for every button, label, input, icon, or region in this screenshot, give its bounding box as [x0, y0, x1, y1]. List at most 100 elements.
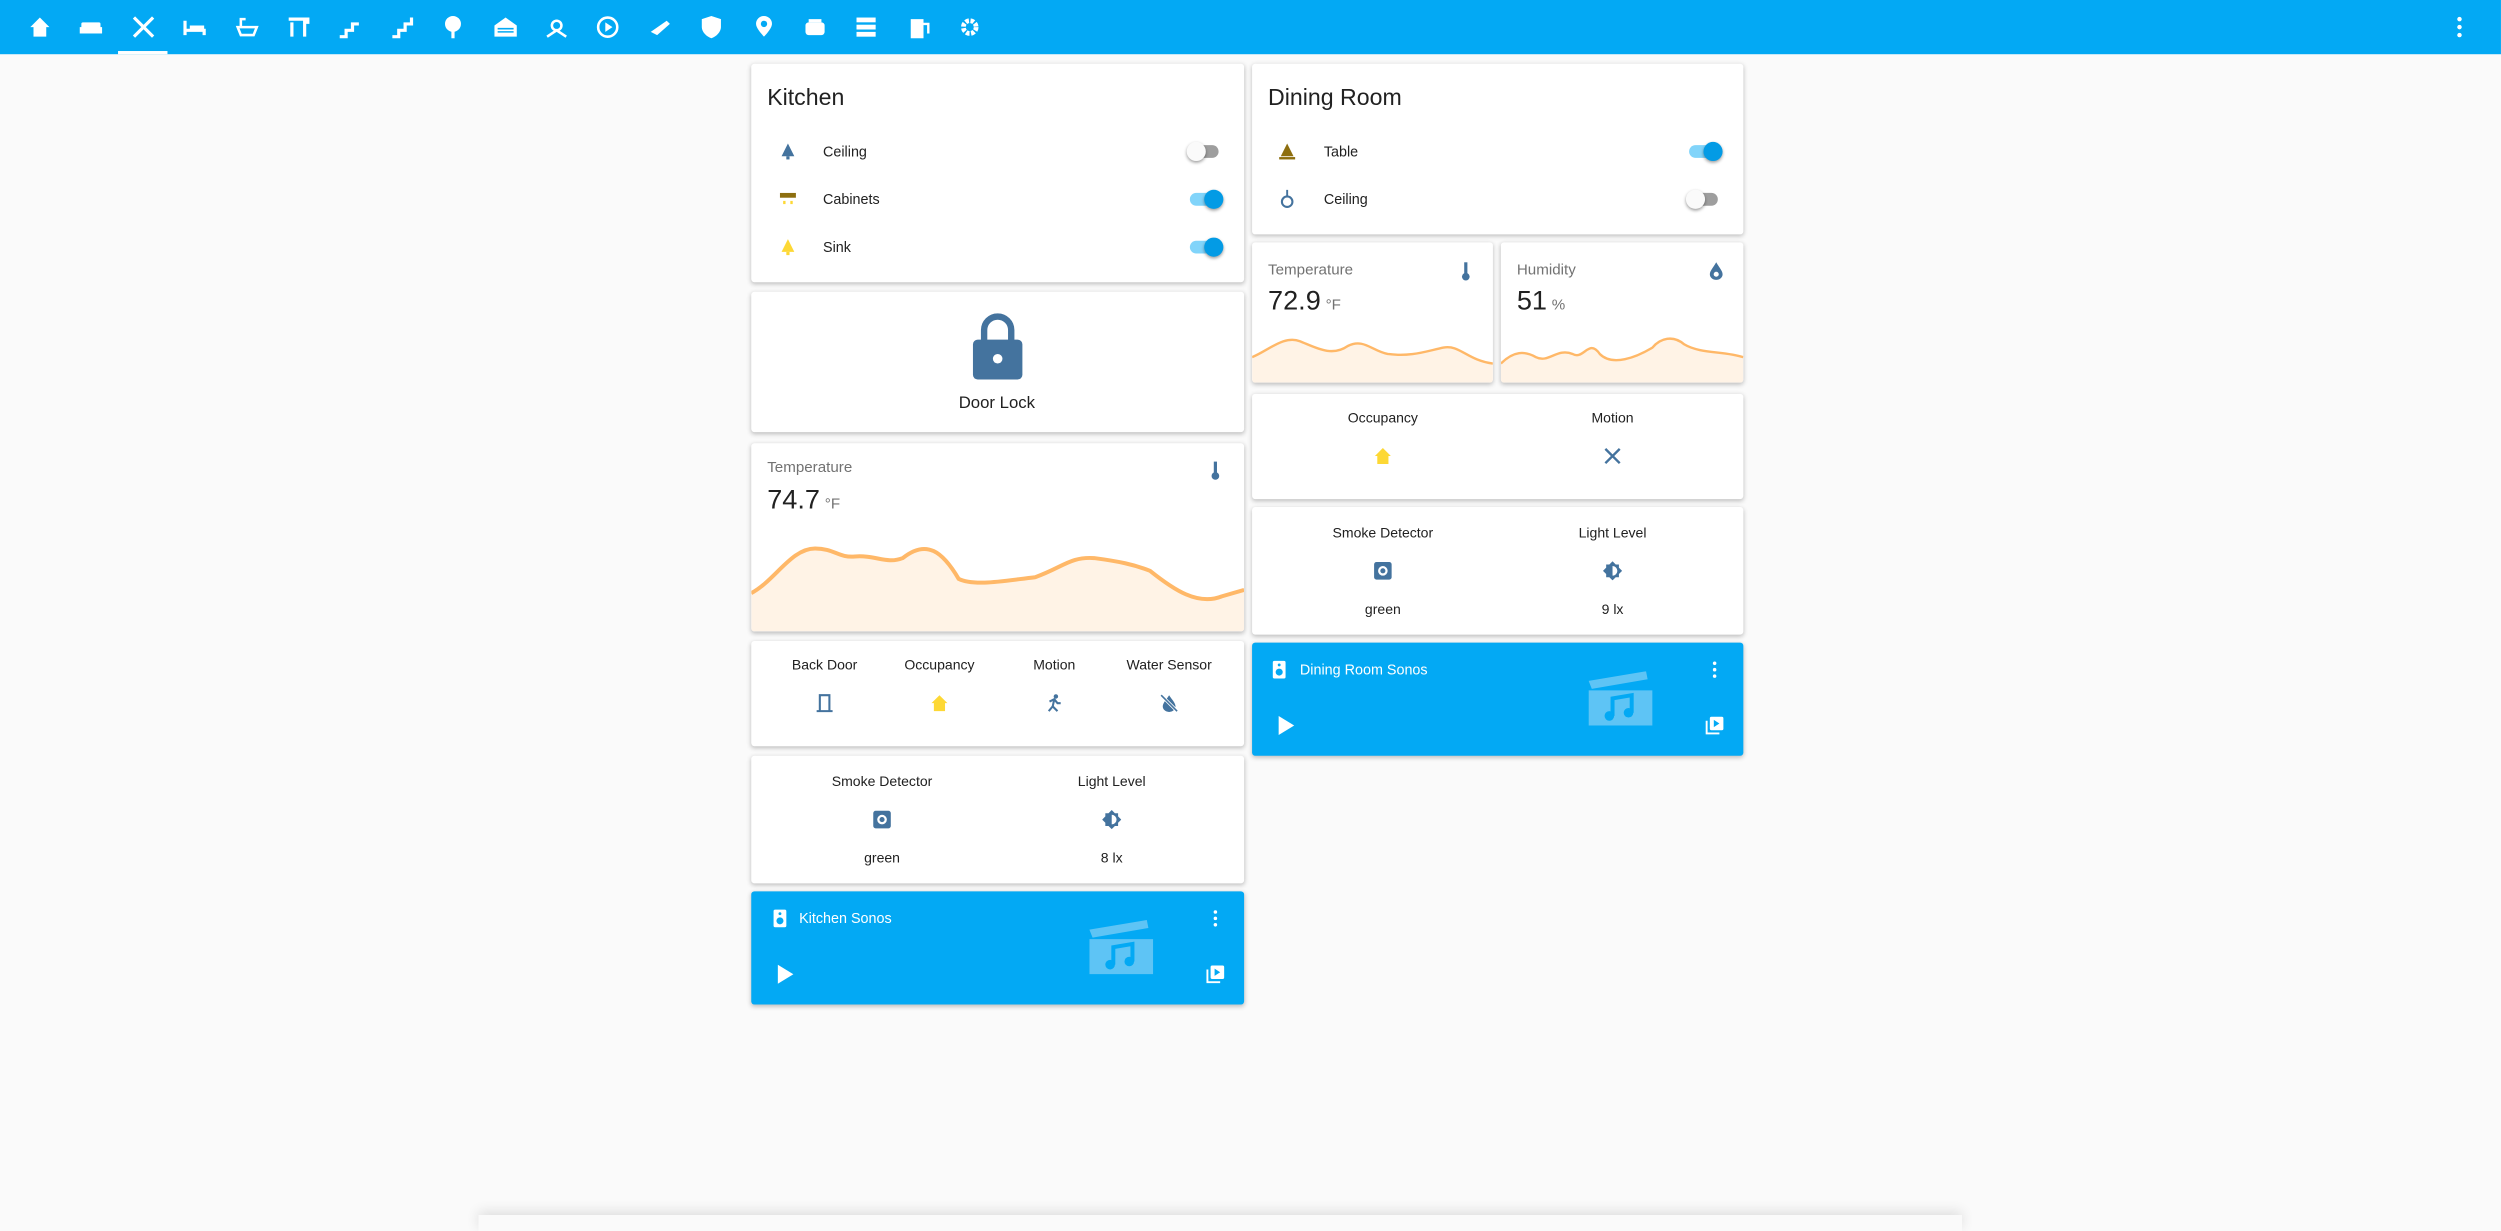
sensor-name: Temperature — [767, 459, 853, 477]
glance-card: Occupancy Motion — [1252, 393, 1744, 500]
glance-card: Smoke Detector Light Level green 9 lx — [1252, 507, 1744, 635]
card-title: Dining Room — [1268, 86, 1402, 112]
sensor-name: Smoke Detector — [831, 773, 933, 790]
motion-icon — [1047, 694, 1061, 712]
lock-icon — [972, 313, 1023, 380]
tab-icon[interactable] — [492, 14, 518, 40]
glance-name: Water Sensor — [1126, 656, 1212, 673]
sensor-value: 72.9 °F — [1268, 285, 1341, 317]
tab-icon[interactable] — [337, 14, 363, 40]
home-icon — [1374, 448, 1391, 464]
entity-name: Sink — [823, 239, 851, 256]
sensor-name: Light Level — [1578, 524, 1647, 541]
media-placeholder — [1588, 671, 1653, 726]
speaker-icon — [1272, 660, 1286, 679]
tab-icon[interactable] — [389, 14, 415, 40]
entity-name: Cabinets — [823, 191, 880, 208]
tab-icon[interactable] — [957, 14, 983, 40]
sparkline — [1252, 338, 1493, 383]
entities-card: Kitchen Ceiling Cabinets Sink — [751, 63, 1245, 283]
tab-icon[interactable] — [802, 14, 828, 40]
tab-icon[interactable] — [854, 14, 880, 40]
toggle[interactable] — [1187, 188, 1224, 210]
tab-icon[interactable] — [79, 14, 105, 40]
active-tab-indicator — [118, 51, 168, 55]
glance-name: Occupancy — [904, 656, 975, 673]
door-icon — [816, 694, 833, 713]
sensor-card: Temperature 72.9 °F — [1252, 242, 1493, 383]
play-button[interactable] — [774, 964, 795, 985]
tab-icon[interactable] — [286, 14, 312, 40]
glance-card: Smoke Detector Light Level green 8 lx — [751, 755, 1245, 884]
speaker-icon — [773, 909, 787, 928]
unit: % — [1551, 296, 1566, 315]
sensor-value: 51% — [1517, 285, 1565, 317]
smoke-icon — [873, 810, 891, 829]
sensor-value: 74.7 °F — [767, 485, 840, 517]
entity-name: Ceiling — [823, 143, 867, 160]
value: 74.7 — [767, 484, 820, 516]
sparkline — [751, 546, 1245, 632]
play-button[interactable] — [1275, 715, 1296, 736]
lock-card[interactable]: Door Lock — [751, 291, 1245, 433]
toolbar — [0, 0, 2501, 55]
entities-card: Dining Room Table Ceiling — [1252, 63, 1744, 235]
light-icon — [1279, 143, 1296, 160]
sensor-card: Temperature 74.7 °F — [751, 443, 1245, 632]
thermometer-icon — [1461, 262, 1470, 281]
utensils-icon — [1604, 448, 1621, 465]
sensor-card: Humidity 51% — [1500, 242, 1744, 383]
value: 51 — [1516, 285, 1548, 316]
toggle[interactable] — [1686, 140, 1723, 162]
media-card: Kitchen Sonos — [751, 891, 1245, 1005]
tab-icon[interactable] — [906, 14, 932, 40]
thermometer-icon — [1211, 461, 1220, 480]
tab-icon[interactable] — [441, 14, 467, 40]
tab-icon[interactable] — [544, 14, 570, 40]
sensor-state: green — [864, 849, 900, 866]
entity-name: Ceiling — [1323, 191, 1368, 208]
tab-icon[interactable] — [596, 14, 622, 40]
media-placeholder — [1089, 920, 1154, 975]
lock-name: Door Lock — [958, 393, 1036, 413]
sparkline — [1500, 337, 1744, 383]
glance-name: Motion — [1033, 656, 1076, 673]
smoke-icon — [1374, 562, 1392, 580]
browse-button[interactable] — [1206, 965, 1225, 984]
tab-icon[interactable] — [27, 14, 53, 40]
media-name: Kitchen Sonos — [799, 910, 892, 927]
glance-name: Motion — [1591, 409, 1634, 426]
tab-icon[interactable] — [647, 14, 673, 40]
tab-icon[interactable] — [234, 14, 260, 40]
media-menu[interactable] — [1206, 909, 1225, 928]
humidity-icon — [1709, 262, 1723, 280]
menu-button[interactable] — [2447, 14, 2473, 40]
light-icon — [781, 143, 795, 160]
sensor-name: Humidity — [1516, 261, 1576, 280]
tab-icon[interactable] — [699, 14, 725, 40]
sensor-state: 9 lx — [1601, 601, 1624, 618]
media-menu[interactable] — [1705, 660, 1724, 679]
toggle[interactable] — [1186, 140, 1222, 162]
card-title: Kitchen — [767, 86, 845, 112]
tab-icon[interactable] — [130, 14, 156, 40]
entity-name: Table — [1323, 143, 1359, 160]
glance-name: Occupancy — [1347, 409, 1418, 426]
tab-icon[interactable] — [751, 14, 777, 40]
light-icon — [1280, 189, 1294, 209]
value: 72.9 — [1268, 285, 1321, 316]
sensor-state: green — [1364, 601, 1401, 618]
sensor-state: 8 lx — [1100, 849, 1123, 866]
light-icon — [779, 192, 796, 205]
brightness-icon — [1102, 810, 1122, 830]
toggle[interactable] — [1187, 236, 1224, 258]
water-off-icon — [1160, 694, 1179, 713]
sensor-name: Smoke Detector — [1332, 524, 1434, 541]
brightness-icon — [1602, 561, 1623, 581]
browse-button[interactable] — [1705, 716, 1724, 735]
toggle[interactable] — [1685, 188, 1721, 210]
media-card: Dining Room Sonos — [1252, 642, 1744, 756]
tab-icon[interactable] — [182, 14, 208, 40]
